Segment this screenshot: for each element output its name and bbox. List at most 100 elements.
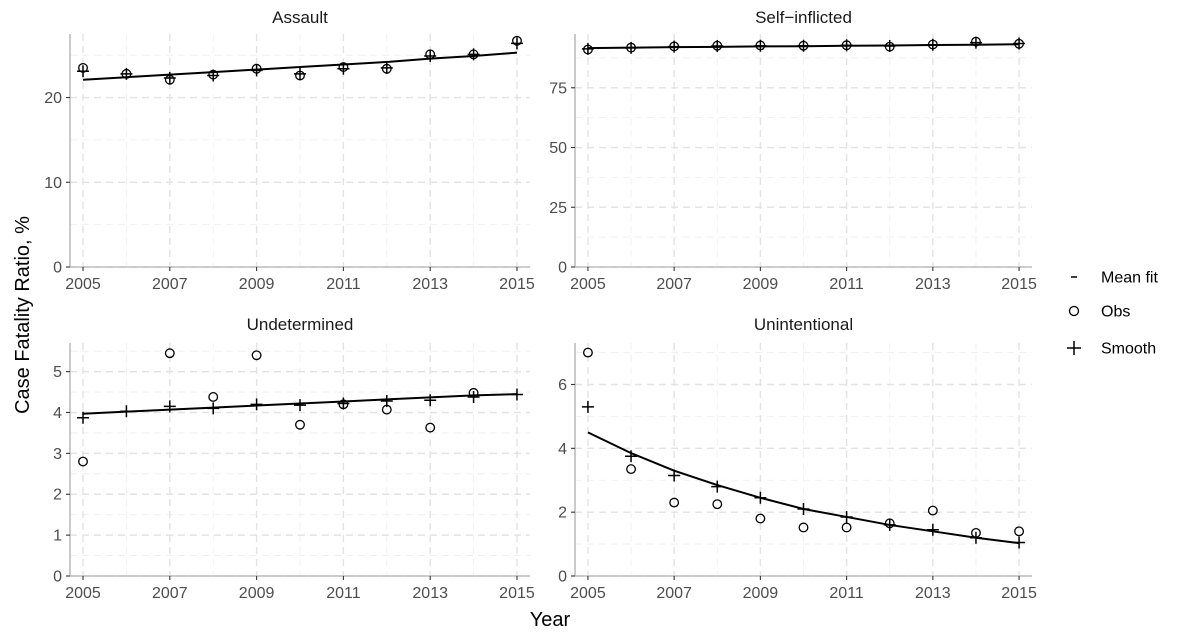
- x-tick-label: 2007: [152, 585, 188, 602]
- obs-point: [1014, 526, 1025, 537]
- smooth-point: [77, 411, 90, 424]
- smooth-point: [424, 394, 437, 407]
- panel-2: 2005 2007 2009 2011 2013 2015 0 1 2 3 4 5 Undetermin…: [53, 315, 535, 602]
- x-tick-label: 2011: [326, 585, 361, 602]
- x-tick-label: 2005: [65, 585, 101, 602]
- x-tick-label: 2015: [1001, 585, 1037, 602]
- x-tick-label: 2005: [65, 276, 101, 293]
- smooth-point: [510, 37, 523, 50]
- x-tick-label: 2007: [152, 276, 188, 293]
- panel-3: 2005 2007 2009 2011 2013 2015 0 2 4 6 Unintentiona…: [558, 315, 1037, 602]
- x-axis-title: Year: [530, 609, 571, 631]
- smooth-point: [250, 398, 263, 411]
- smooth-point: [424, 50, 437, 63]
- smooth-point: [77, 65, 90, 78]
- y-tick-label: 50: [549, 140, 567, 157]
- x-tick-label: 2005: [570, 585, 606, 602]
- y-tick-label: 0: [53, 569, 62, 586]
- panel-title: Undetermined: [247, 315, 354, 334]
- smooth-point: [120, 405, 133, 418]
- smooth-point: [163, 400, 176, 413]
- smooth-point: [969, 531, 982, 544]
- obs-point: [841, 522, 852, 533]
- y-tick-label: 0: [558, 569, 567, 586]
- smooth-point: [380, 61, 393, 74]
- y-tick-label: 0: [53, 260, 62, 277]
- obs-point: [78, 456, 88, 467]
- smooth-point: [797, 39, 810, 52]
- y-tick-label: 20: [44, 90, 62, 107]
- x-tick-label: 2011: [326, 276, 361, 293]
- x-tick-label: 2009: [239, 276, 275, 293]
- obs-point: [208, 392, 219, 402]
- y-axis-title: Case Fatality Ratio, %: [12, 216, 34, 414]
- obs-point: [425, 422, 436, 433]
- smooth-point: [797, 502, 810, 515]
- smooth-point: [883, 518, 896, 531]
- x-tick-label: 2009: [239, 585, 275, 602]
- y-tick-label: 3: [53, 446, 62, 463]
- smooth-point: [926, 523, 939, 536]
- x-tick-label: 2011: [829, 585, 864, 602]
- obs-point: [164, 348, 175, 359]
- x-tick-label: 2007: [656, 276, 692, 293]
- y-tick-label: 1: [53, 528, 62, 545]
- x-tick-label: 2013: [915, 585, 951, 602]
- smooth-point: [754, 491, 767, 504]
- panel-title: Assault: [272, 8, 328, 27]
- smooth-point: [467, 390, 480, 403]
- smooth-point: [581, 42, 594, 55]
- smooth-point: [510, 388, 523, 401]
- x-tick-label: 2005: [570, 276, 606, 293]
- smooth-point: [840, 510, 853, 523]
- smooth-point: [207, 402, 220, 415]
- obs-point: [927, 505, 938, 516]
- legend-label: Mean fit: [1101, 270, 1158, 287]
- y-tick-label: 6: [558, 377, 567, 394]
- y-tick-label: 0: [558, 260, 567, 277]
- obs-point: [712, 499, 723, 510]
- smooth-point: [467, 48, 480, 61]
- legend-label: Obs: [1101, 304, 1130, 321]
- smooth-point: [207, 69, 220, 82]
- smooth-point: [581, 400, 594, 413]
- smooth-point: [969, 36, 982, 49]
- smooth-point: [840, 39, 853, 52]
- panel-0: 2005 2007 2009 2011 2013 2015 0 10 20 Assault: [44, 8, 535, 293]
- obs-point: [755, 513, 766, 524]
- smooth-point: [380, 395, 393, 408]
- smooth-point: [883, 39, 896, 52]
- smooth-point: [754, 39, 767, 52]
- smooth-point: [1013, 37, 1026, 50]
- y-tick-label: 2: [558, 505, 567, 522]
- y-tick-label: 4: [53, 405, 62, 422]
- smooth-point: [668, 40, 681, 53]
- y-tick-label: 25: [549, 200, 567, 217]
- obs-point: [626, 464, 636, 475]
- mean-fit-line: [82, 51, 518, 81]
- x-tick-label: 2009: [743, 276, 779, 293]
- smooth-point: [926, 38, 939, 51]
- y-tick-label: 2: [53, 487, 62, 504]
- smooth-point: [120, 67, 133, 80]
- smooth-point: [1013, 536, 1026, 549]
- smooth-point: [625, 41, 638, 54]
- x-tick-label: 2011: [829, 276, 864, 293]
- y-tick-label: 5: [53, 364, 62, 381]
- smooth-point: [668, 469, 681, 482]
- x-tick-label: 2013: [915, 276, 951, 293]
- smooth-point: [294, 67, 306, 80]
- obs-point: [798, 522, 809, 533]
- x-tick-label: 2013: [412, 585, 448, 602]
- smooth-point: [163, 72, 176, 85]
- legend-key-smooth: [1067, 341, 1081, 355]
- x-tick-label: 2009: [743, 585, 779, 602]
- obs-point: [251, 350, 262, 361]
- smooth-point: [711, 480, 724, 493]
- legend-key-obs: [1068, 305, 1080, 317]
- panel-1: 2005 2007 2009 2011 2013 2015 0 25 50 75 Self−infl…: [549, 8, 1037, 293]
- y-tick-label: 10: [44, 175, 62, 192]
- x-tick-label: 2015: [499, 276, 535, 293]
- smooth-point: [337, 62, 350, 75]
